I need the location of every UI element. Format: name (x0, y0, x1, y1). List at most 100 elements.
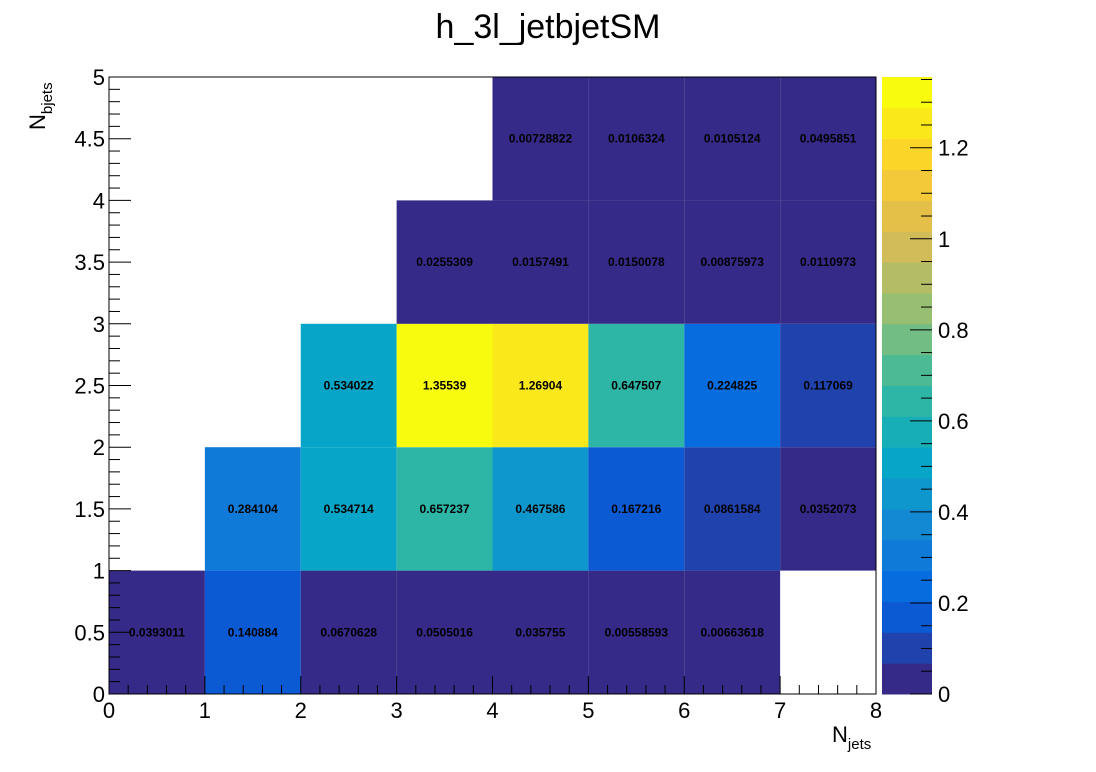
cell-value-label: 0.534714 (324, 502, 374, 516)
cell-value-label: 0.00663618 (700, 625, 764, 639)
colorbar-band (882, 262, 932, 294)
cell-value-label: 0.534022 (324, 379, 374, 393)
colorbar-tick-label: 0.2 (938, 591, 969, 616)
y-tick-label: 1.5 (74, 497, 105, 522)
cell-value-label: 0.167216 (611, 502, 661, 516)
heatmap-cell (684, 77, 781, 201)
x-tick-label: 8 (870, 698, 882, 723)
y-tick-label: 1 (93, 559, 105, 584)
cell-value-label: 0.00875973 (700, 255, 764, 269)
colorbar-tick-label: 0.4 (938, 500, 969, 525)
colorbar-tick-label: 1.2 (938, 136, 969, 161)
x-tick-label: 2 (295, 698, 307, 723)
colorbar-tick-label: 0.6 (938, 409, 969, 434)
cell-value-label: 0.647507 (611, 379, 661, 393)
cell-value-label: 0.0105124 (704, 132, 761, 146)
heatmap-cell (492, 447, 589, 571)
cell-value-label: 0.657237 (420, 502, 470, 516)
colorbar-band (882, 385, 932, 417)
heatmap-cell (492, 200, 589, 324)
x-tick-label: 7 (774, 698, 786, 723)
colorbar-band (882, 107, 932, 140)
cell-value-label: 0.284104 (228, 502, 278, 516)
colorbar-band (882, 663, 932, 695)
colorbar-band (882, 447, 932, 479)
heatmap-cell (300, 570, 397, 694)
y-tick-label: 4 (93, 188, 105, 213)
heatmap-cell (300, 323, 397, 448)
colorbar-band (882, 570, 932, 602)
colorbar-band (882, 632, 932, 664)
y-tick-label: 2.5 (74, 374, 105, 399)
heatmap-cells (109, 77, 876, 694)
x-tick-label: 5 (582, 698, 594, 723)
colorbar-tick-label: 0.8 (938, 318, 969, 343)
cell-value-label: 0.117069 (803, 379, 853, 393)
colorbar-band (882, 138, 932, 171)
heatmap-cell (780, 323, 876, 448)
heatmap-cell-labels: 0.0393011 0.140884 0.0670628 0.0505016 0.035… (129, 132, 857, 640)
x-tick-label: 6 (678, 698, 690, 723)
colorbar-band (882, 169, 932, 201)
colorbar-band (882, 478, 932, 510)
y-axis-title-sub: bjets (39, 82, 56, 114)
heatmap-cell (684, 323, 781, 448)
x-axis-title: Njets (832, 722, 871, 753)
colorbar: 0 0.2 0.4 0.6 0.8 1 1.2 (882, 77, 969, 707)
cell-value-label: 0.035755 (515, 625, 565, 639)
cell-value-label: 0.0861584 (704, 502, 761, 516)
heatmap-cell (780, 77, 876, 201)
heatmap-cell (588, 77, 685, 201)
heatmap-cell (396, 323, 493, 448)
x-tick-label: 0 (103, 698, 115, 723)
heatmap-cell (396, 570, 493, 694)
heatmap-cell (204, 447, 301, 571)
cell-value-label: 0.0150078 (608, 255, 665, 269)
y-axis: 0 0.5 1 1.5 2 2.5 3 3.5 4 4.5 5 (74, 65, 131, 707)
heatmap-cell (684, 570, 781, 694)
heatmap-cell (204, 570, 301, 694)
cell-value-label: 0.0255309 (416, 255, 473, 269)
colorbar-tick-label: 1 (938, 227, 950, 252)
heatmap-cell (780, 200, 876, 324)
cell-value-label: 0.0495851 (800, 132, 857, 146)
x-axis-title-main: N (832, 722, 848, 747)
cell-value-label: 0.00728822 (509, 132, 573, 146)
y-axis-title: Nbjets (25, 82, 56, 130)
cell-value-label: 0.224825 (707, 379, 757, 393)
colorbar-band (882, 292, 932, 325)
colorbar-band (882, 508, 932, 541)
heatmap-cell (780, 447, 876, 571)
x-tick-label: 1 (199, 698, 211, 723)
cell-value-label: 0.0670628 (320, 625, 377, 639)
heatmap-cell (588, 447, 685, 571)
colorbar-band (882, 416, 932, 448)
y-tick-label: 5 (93, 65, 105, 90)
heatmap-cell (300, 447, 397, 571)
heatmap-cell (492, 323, 589, 448)
cell-value-label: 0.467586 (515, 502, 565, 516)
heatmap-cell (588, 570, 685, 694)
colorbar-band (882, 539, 932, 572)
y-tick-label: 3 (93, 312, 105, 337)
cell-value-label: 0.0110973 (800, 255, 856, 269)
cell-value-label: 1.26904 (519, 379, 563, 393)
x-axis: 0 1 2 3 4 5 6 7 8 (103, 676, 882, 723)
x-tick-label: 4 (486, 698, 498, 723)
heatmap-cell (492, 570, 589, 694)
y-tick-label: 0 (93, 682, 105, 707)
heatmap-cell (588, 200, 685, 324)
cell-value-label: 0.0393011 (129, 625, 185, 639)
cell-value-label: 0.0157491 (512, 255, 569, 269)
heatmap-cell (492, 77, 589, 201)
colorbar-band (882, 601, 932, 633)
colorbar-band (882, 77, 932, 109)
x-axis-title-sub: jets (847, 736, 871, 753)
heatmap-cell (684, 447, 781, 571)
cell-value-label: 0.0106324 (608, 132, 665, 146)
colorbar-band (882, 231, 932, 263)
colorbar-tick-label: 0 (938, 682, 950, 707)
cell-value-label: 0.140884 (228, 625, 278, 639)
y-tick-label: 2 (93, 435, 105, 460)
